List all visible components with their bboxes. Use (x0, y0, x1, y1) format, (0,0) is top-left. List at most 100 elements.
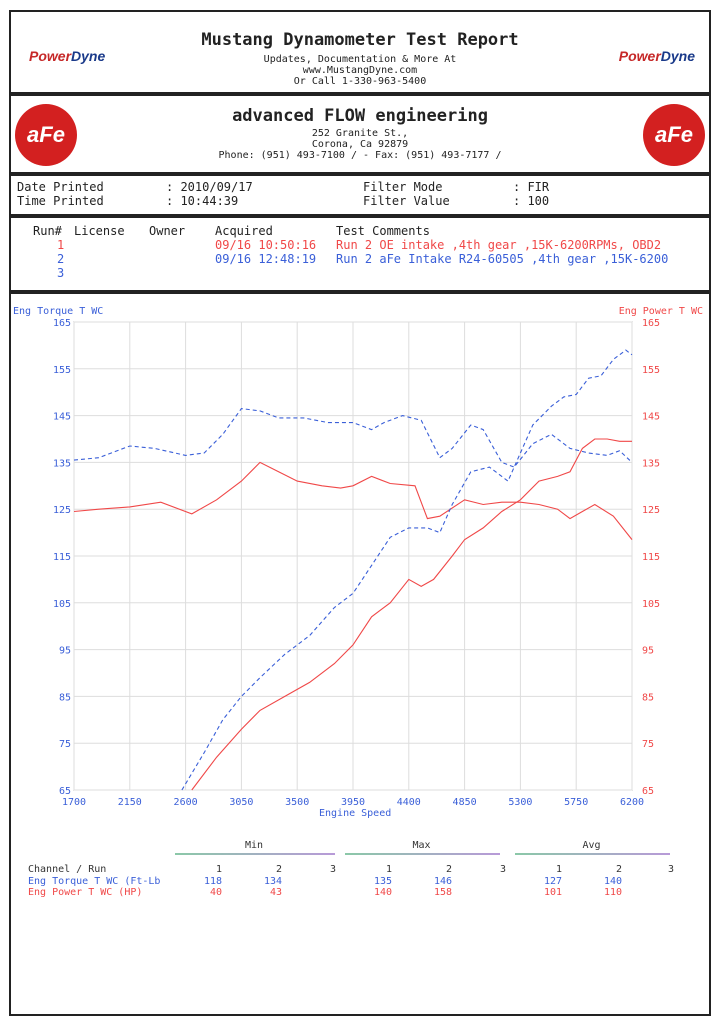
date-value: : 2010/09/17 (166, 180, 253, 194)
run-number: 3 (57, 266, 65, 280)
stat-value-avg: 101 (543, 887, 562, 898)
powerdyne-logo-right: PowerDyne (618, 48, 695, 64)
y-left-tick-label: 105 (53, 599, 71, 610)
y-right-tick-label: 125 (642, 505, 660, 516)
y-left-tick-label: 65 (59, 786, 71, 797)
company-city: Corona, Ca 92879 (311, 139, 409, 150)
date-label: Date Printed (17, 180, 104, 194)
run-comment: Run 2 aFe Intake R24-60505 ,4th gear ,15… (336, 252, 669, 266)
series-power-run2 (181, 349, 633, 791)
y-right-tick-label: 75 (642, 739, 654, 750)
run-column-label: 1 (385, 864, 392, 875)
x-tick-label: 2150 (118, 797, 142, 808)
afe-logo-left: aFe (15, 104, 77, 166)
series-torque-run2 (73, 408, 633, 468)
header-phone: Or Call 1-330-963-5400 (293, 76, 427, 87)
time-value: : 10:44:39 (166, 194, 239, 208)
y-left-tick-label: 155 (53, 365, 71, 376)
y-right-label: Eng Power T WC (618, 306, 703, 317)
stat-value-min: 40 (209, 887, 222, 898)
company-phone: Phone: (951) 493-7100 / - Fax: (951) 493… (218, 150, 502, 161)
y-right-tick-label: 165 (642, 318, 660, 329)
run-comment: Run 2 OE intake ,4th gear ,15K-6200RPMs,… (336, 238, 662, 252)
stat-value-min: 43 (269, 887, 282, 898)
dyno-chart: 1700 2150 2600 3050 3500 3950 4400 4850 5300 5750… (53, 318, 660, 808)
run-column-label: 2 (615, 864, 622, 875)
filter-mode-label: Filter Mode (363, 180, 443, 194)
col-license: License (74, 224, 125, 238)
y-right-tick-label: 85 (642, 692, 654, 703)
stat-value-max: 135 (373, 876, 392, 887)
run-column-label: 3 (667, 864, 674, 875)
series-power-run1 (191, 438, 632, 791)
y-left-tick-label: 75 (59, 739, 71, 750)
filter-value-value: : 100 (513, 194, 550, 208)
col-acquired: Acquired (215, 224, 273, 238)
run-number: 2 (57, 252, 65, 266)
run-column-label: 2 (445, 864, 452, 875)
x-tick-label: 4850 (453, 797, 477, 808)
channel-name: Eng Torque T WC (Ft-Lb (28, 876, 161, 887)
col-comments: Test Comments (336, 224, 430, 238)
report-header: PowerDyne Mustang Dynamometer Test Repor… (9, 10, 711, 94)
series-torque-run1 (73, 461, 633, 540)
info-box: Date Printed : 2010/09/17 Time Printed :… (9, 174, 711, 216)
col-owner: Owner (149, 224, 186, 238)
stat-value-max: 146 (433, 876, 452, 887)
y-right-tick-label: 65 (642, 786, 654, 797)
y-left-tick-label: 165 (53, 318, 71, 329)
x-axis-label: Engine Speed (319, 808, 392, 819)
afe-logo-right: aFe (643, 104, 705, 166)
x-tick-label: 2600 (174, 797, 198, 808)
x-tick-label: 3950 (341, 797, 365, 808)
y-right-tick-label: 105 (642, 599, 660, 610)
stat-value-avg: 140 (603, 876, 622, 887)
y-left-tick-label: 95 (59, 646, 71, 657)
run-column-label: 3 (329, 864, 336, 875)
run-acquired: 09/16 12:48:19 (215, 252, 317, 266)
y-left-tick-label: 145 (53, 412, 71, 423)
col-run: Run# (33, 224, 62, 238)
stats-table: Min Max Avg Channel / Run 1 2 3 1 2 3 1 2 3 Eng Torqu… (0, 835, 720, 905)
y-left-label: Eng Torque T WC (13, 306, 104, 317)
stat-value-min: 118 (203, 876, 222, 887)
x-tick-label: 3050 (229, 797, 253, 808)
report-title: Mustang Dynamometer Test Report (201, 30, 519, 50)
y-right-tick-label: 145 (642, 412, 660, 423)
x-tick-label: 5750 (564, 797, 588, 808)
y-right-tick-label: 135 (642, 458, 660, 469)
y-left-tick-label: 135 (53, 458, 71, 469)
channel-run-header: Channel / Run (28, 864, 107, 875)
run-column-label: 2 (275, 864, 282, 875)
stats-group-underline (345, 853, 500, 855)
run-column-label: 1 (215, 864, 222, 875)
chart-box (9, 292, 711, 1016)
stat-value-max: 140 (373, 887, 392, 898)
y-right-tick-label: 155 (642, 365, 660, 376)
x-tick-label: 4400 (397, 797, 421, 808)
stats-group-label: Avg (582, 840, 601, 851)
run-column-label: 3 (499, 864, 506, 875)
stats-group-underline (515, 853, 670, 855)
company-box: aFe advanced FLOW engineering 252 Granit… (9, 94, 711, 174)
y-right-tick-label: 115 (642, 552, 660, 563)
stats-group-label: Max (412, 840, 431, 851)
powerdyne-logo-left: PowerDyne (29, 48, 106, 64)
stat-value-avg: 127 (543, 876, 562, 887)
y-left-tick-label: 125 (53, 505, 71, 516)
header-url: www.MustangDyne.com (302, 65, 418, 76)
x-tick-label: 1700 (62, 797, 86, 808)
x-tick-label: 3500 (285, 797, 309, 808)
runs-box: Run# License Owner Acquired Test Comment… (9, 216, 711, 292)
stats-group-underline (175, 853, 335, 855)
header-line: Updates, Documentation & More At (263, 54, 457, 65)
time-label: Time Printed (17, 194, 104, 208)
y-left-tick-label: 85 (59, 692, 71, 703)
stat-value-min: 134 (263, 876, 282, 887)
company-name: advanced FLOW engineering (232, 106, 488, 126)
company-address: 252 Granite St., (311, 128, 409, 139)
run-number: 1 (57, 238, 65, 252)
run-acquired: 09/16 10:50:16 (215, 238, 317, 252)
filter-value-label: Filter Value (363, 194, 450, 208)
stat-value-max: 158 (433, 887, 452, 898)
